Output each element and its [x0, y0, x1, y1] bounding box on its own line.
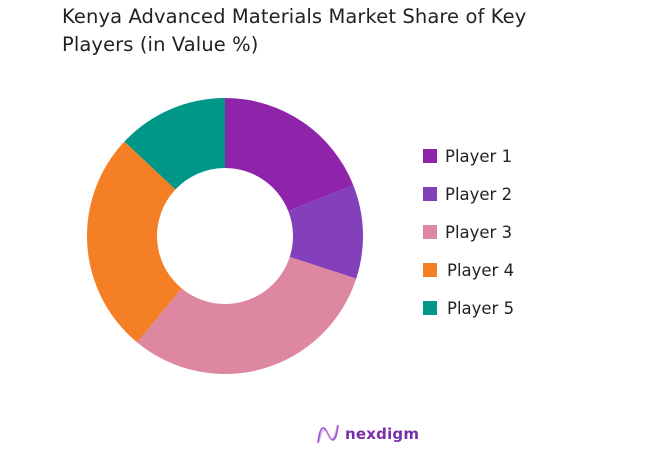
legend-item-player-2: Player 2 — [423, 184, 512, 204]
legend-swatch-player-3 — [423, 225, 437, 239]
legend-label: Player 2 — [445, 184, 513, 204]
donut-slice-player-5 — [124, 98, 225, 190]
legend-label: Player 3 — [445, 222, 513, 242]
logo-text: nexdigm — [345, 425, 420, 443]
donut-slice-player-3 — [137, 257, 357, 375]
legend-swatch-player-1 — [423, 149, 437, 163]
legend-swatch-player-2 — [423, 187, 437, 201]
legend-label: Player 4 — [447, 260, 515, 280]
chart-title: Kenya Advanced Materials Market Share of… — [62, 3, 622, 59]
legend-swatch-player-4 — [423, 263, 437, 277]
legend-item-player-5: Player 5 — [423, 298, 514, 318]
donut-slice-player-1 — [225, 98, 354, 211]
chart-title-line-1: Kenya Advanced Materials Market Share of… — [62, 5, 527, 28]
nexdigm-wave-icon — [317, 424, 339, 444]
legend-item-player-3: Player 3 — [423, 222, 512, 242]
legend-item-player-1: Player 1 — [423, 146, 512, 166]
legend-item-player-4: Player 4 — [423, 260, 514, 280]
nexdigm-logo: nexdigm — [316, 423, 419, 445]
legend-label: Player 5 — [447, 298, 515, 318]
legend-swatch-player-5 — [423, 301, 437, 315]
chart-title-line-2: Players (in Value %) — [62, 33, 259, 56]
donut-slice-player-4 — [87, 141, 182, 343]
donut-slices — [87, 98, 364, 375]
donut-slice-player-2 — [288, 185, 364, 279]
legend-label: Player 1 — [445, 146, 513, 166]
